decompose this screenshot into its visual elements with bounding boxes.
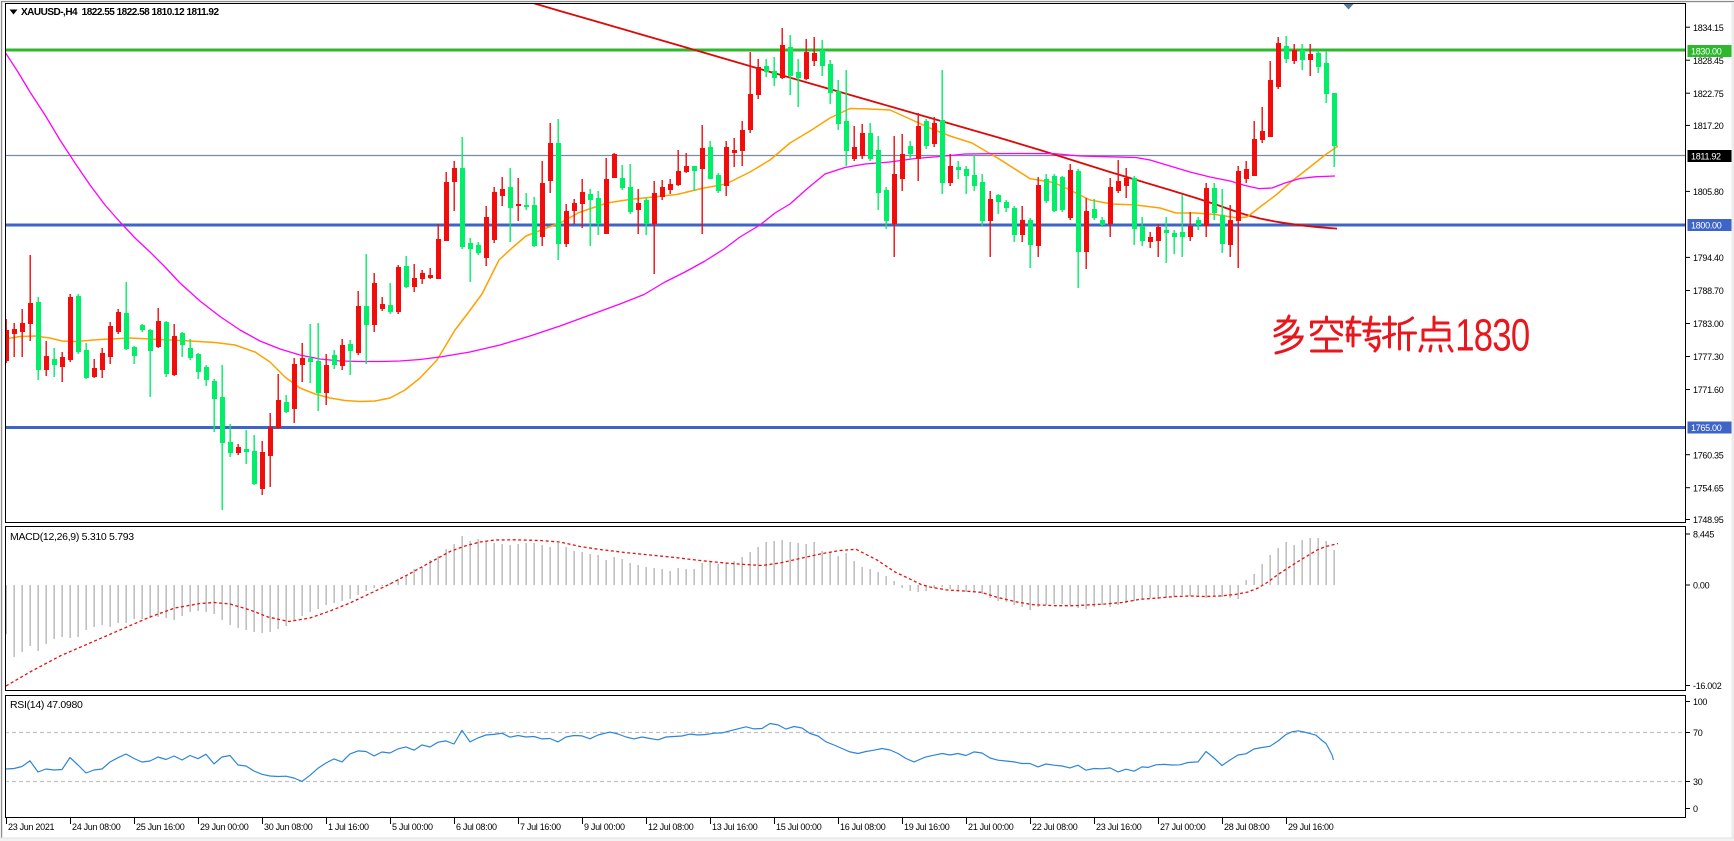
svg-text:1811.92: 1811.92: [1691, 152, 1721, 162]
svg-text:0: 0: [1693, 804, 1698, 814]
svg-text:1794.40: 1794.40: [1693, 253, 1724, 263]
svg-text:1788.70: 1788.70: [1693, 286, 1724, 296]
svg-text:1754.65: 1754.65: [1693, 483, 1724, 493]
svg-text:16 Jul 08:00: 16 Jul 08:00: [840, 822, 886, 832]
svg-text:1765.00: 1765.00: [1691, 423, 1722, 433]
svg-text:29 Jun 00:00: 29 Jun 00:00: [200, 822, 249, 832]
svg-text:70: 70: [1693, 728, 1703, 738]
svg-text:1805.80: 1805.80: [1693, 187, 1724, 197]
svg-text:30: 30: [1693, 777, 1703, 787]
svg-text:7 Jul 16:00: 7 Jul 16:00: [520, 822, 561, 832]
svg-text:1822.75: 1822.75: [1693, 89, 1724, 99]
svg-text:1828.45: 1828.45: [1693, 56, 1724, 66]
svg-text:25 Jun 16:00: 25 Jun 16:00: [136, 822, 185, 832]
svg-text:19 Jul 16:00: 19 Jul 16:00: [904, 822, 950, 832]
svg-text:8.445: 8.445: [1693, 530, 1714, 540]
svg-text:1777.30: 1777.30: [1693, 352, 1724, 362]
svg-text:1800.00: 1800.00: [1691, 221, 1722, 231]
svg-text:1817.20: 1817.20: [1693, 121, 1724, 131]
svg-text:13 Jul 16:00: 13 Jul 16:00: [712, 822, 758, 832]
svg-text:6 Jul 08:00: 6 Jul 08:00: [456, 822, 497, 832]
svg-text:21 Jul 00:00: 21 Jul 00:00: [968, 822, 1014, 832]
svg-text:28 Jul 08:00: 28 Jul 08:00: [1224, 822, 1270, 832]
svg-text:1830.00: 1830.00: [1691, 47, 1722, 57]
svg-text:1748.95: 1748.95: [1693, 515, 1724, 525]
svg-text:23 Jul 16:00: 23 Jul 16:00: [1096, 822, 1142, 832]
svg-text:1 Jul 16:00: 1 Jul 16:00: [328, 822, 369, 832]
svg-text:30 Jun 08:00: 30 Jun 08:00: [264, 822, 313, 832]
svg-text:22 Jul 08:00: 22 Jul 08:00: [1032, 822, 1078, 832]
svg-text:23 Jun 2021: 23 Jun 2021: [8, 822, 55, 832]
svg-text:-16.002: -16.002: [1693, 681, 1722, 691]
svg-text:MACD(12,26,9) 5.310 5.793: MACD(12,26,9) 5.310 5.793: [10, 531, 134, 543]
svg-text:9 Jul 00:00: 9 Jul 00:00: [584, 822, 625, 832]
svg-text:0.00: 0.00: [1693, 581, 1710, 591]
svg-text:27 Jul 00:00: 27 Jul 00:00: [1160, 822, 1206, 832]
svg-text:XAUUSD-,H4 1822.55 1822.58 18: XAUUSD-,H4 1822.55 1822.58 1810.12 1811.…: [21, 7, 219, 18]
svg-text:1783.00: 1783.00: [1693, 319, 1724, 329]
svg-text:1771.60: 1771.60: [1693, 385, 1724, 395]
svg-text:RSI(14) 47.0980: RSI(14) 47.0980: [10, 699, 83, 711]
svg-text:24 Jun 08:00: 24 Jun 08:00: [72, 822, 121, 832]
svg-text:12 Jul 08:00: 12 Jul 08:00: [648, 822, 694, 832]
svg-text:100: 100: [1693, 697, 1707, 707]
svg-text:15 Jul 00:00: 15 Jul 00:00: [776, 822, 822, 832]
svg-text:5 Jul 00:00: 5 Jul 00:00: [392, 822, 433, 832]
svg-text:1830: 1830: [1455, 310, 1529, 360]
svg-text:1760.35: 1760.35: [1693, 450, 1724, 460]
svg-text:29 Jul 16:00: 29 Jul 16:00: [1288, 822, 1334, 832]
svg-text:1834.15: 1834.15: [1693, 23, 1724, 33]
